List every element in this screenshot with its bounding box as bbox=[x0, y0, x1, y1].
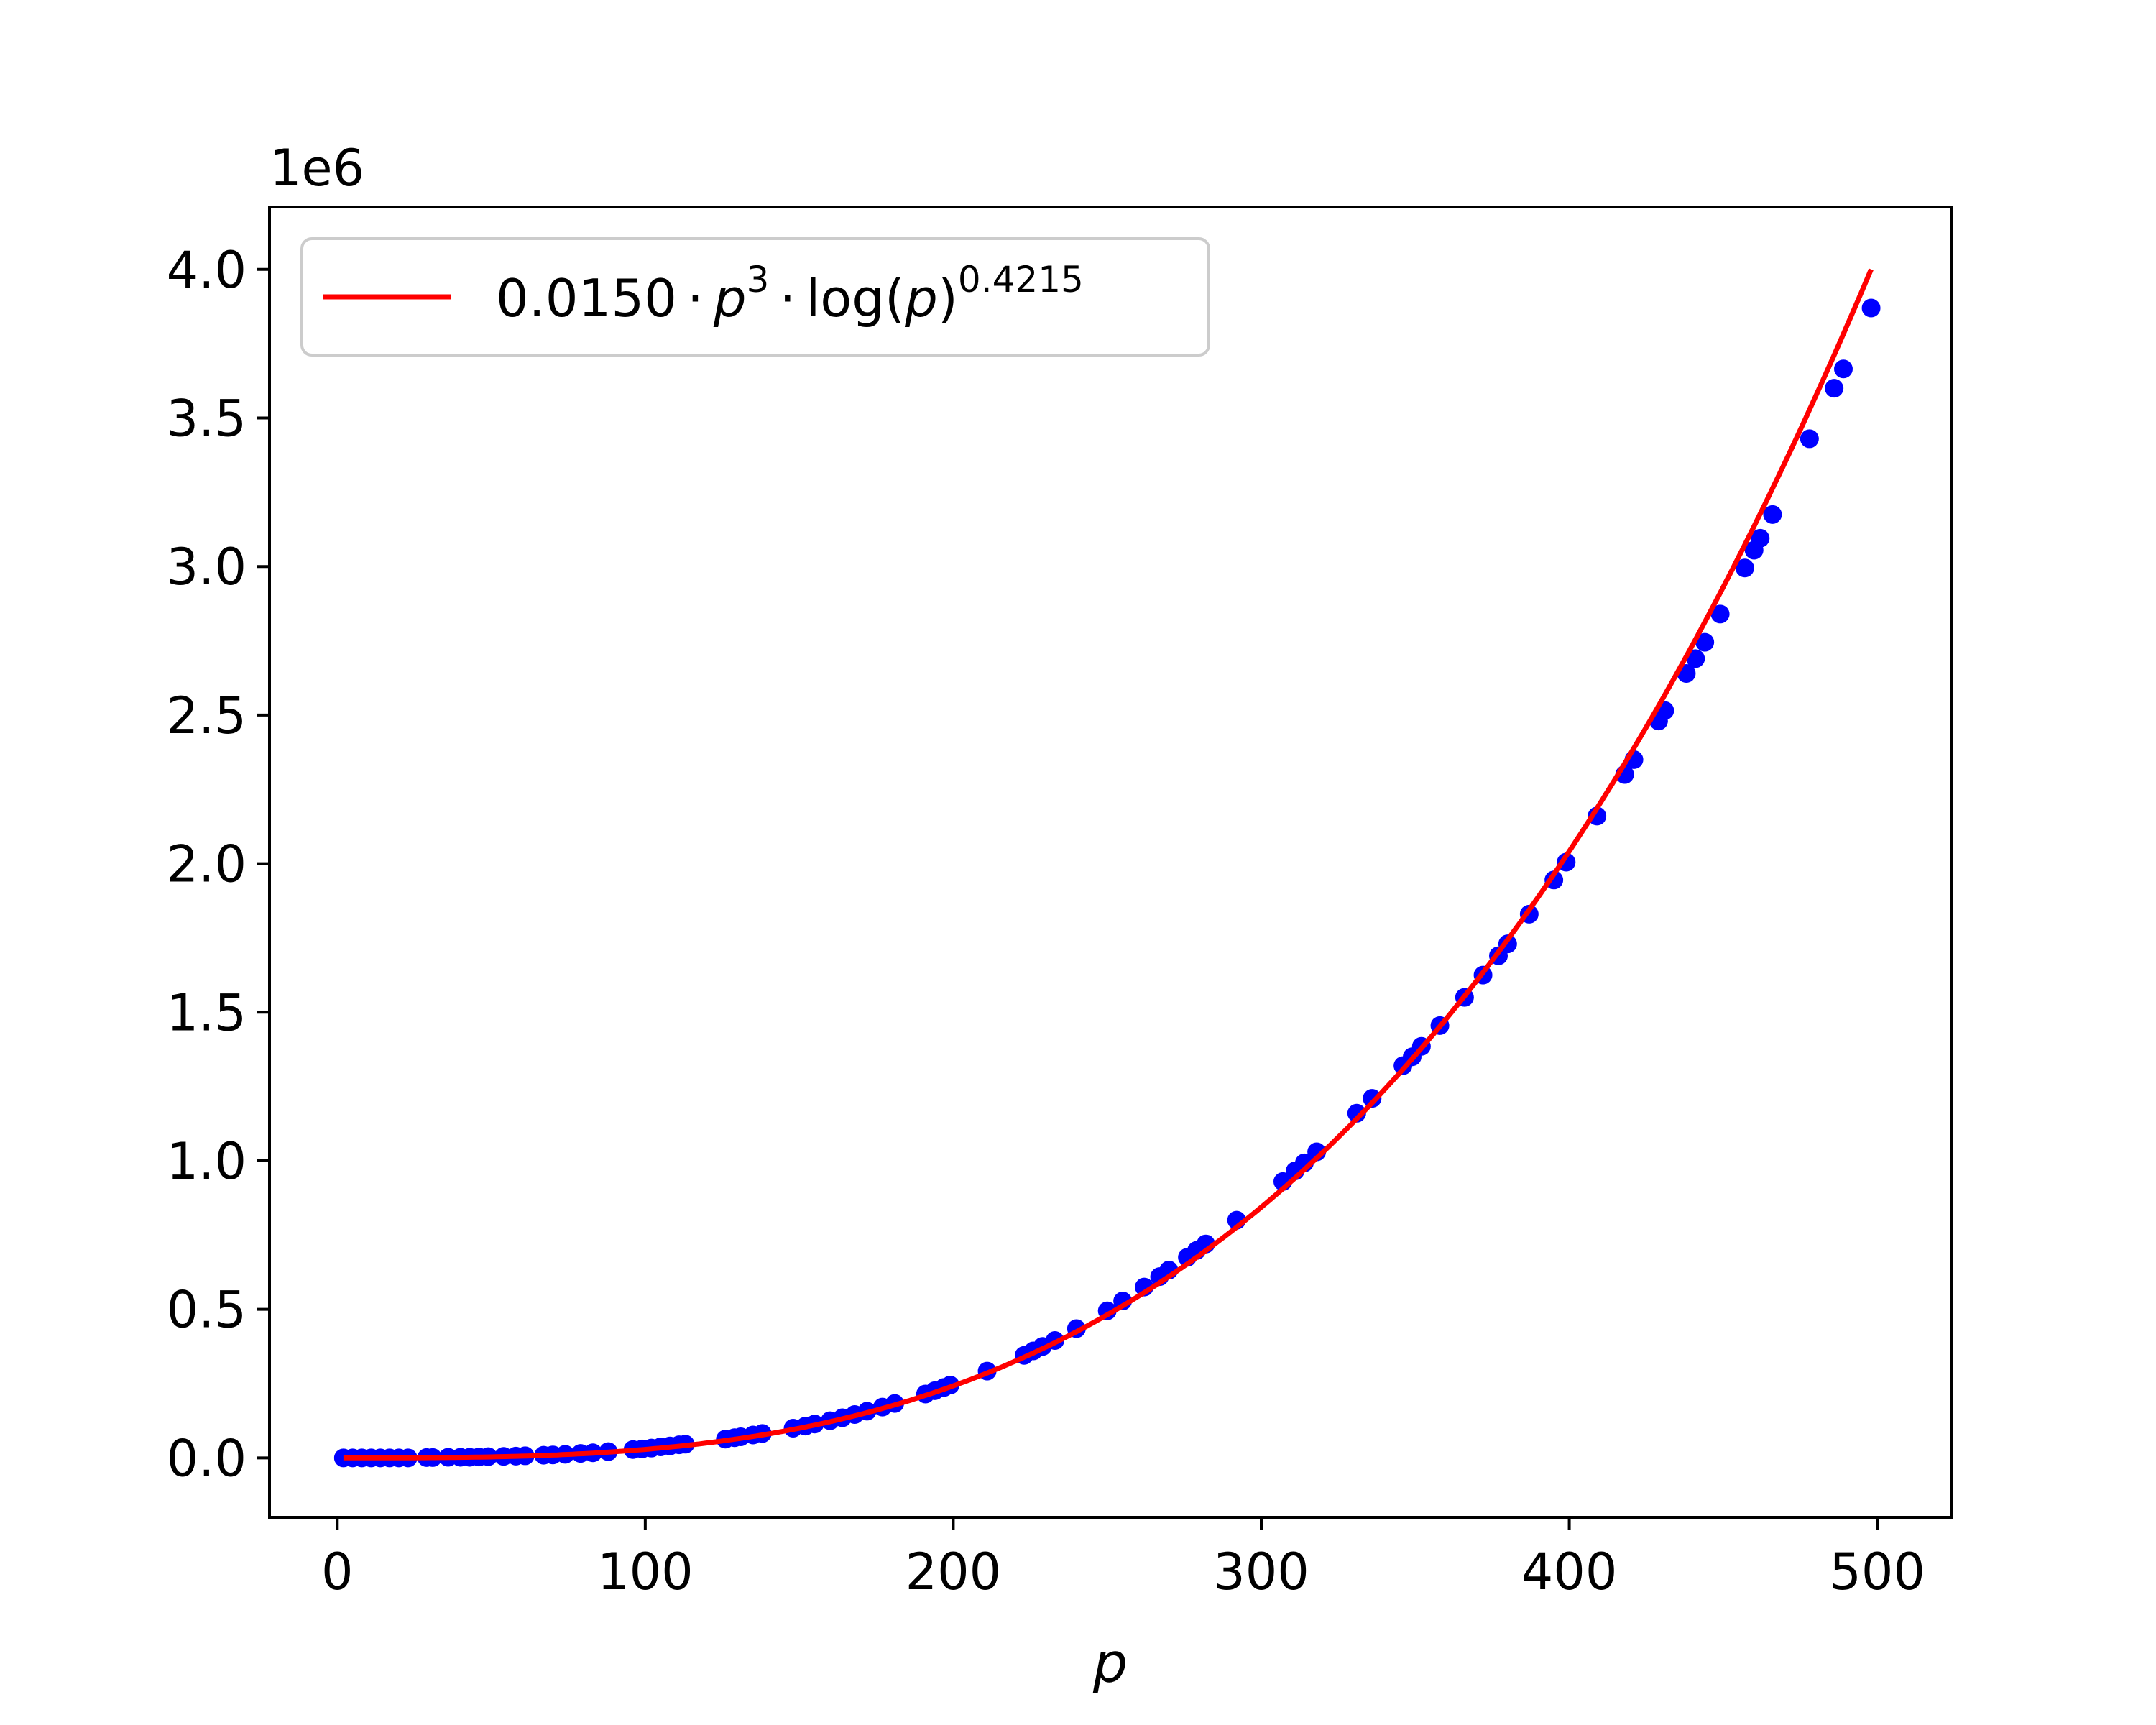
data-point bbox=[1861, 298, 1881, 318]
data-point bbox=[1735, 558, 1754, 578]
x-tick-label: 400 bbox=[1521, 1542, 1618, 1601]
x-tick-label: 200 bbox=[906, 1542, 1002, 1601]
legend-coef: 0.0150 bbox=[496, 268, 677, 328]
data-point bbox=[1347, 1103, 1366, 1123]
x-tick-label: 0 bbox=[321, 1542, 354, 1601]
legend-exp: 3 bbox=[747, 259, 770, 300]
data-point bbox=[1363, 1089, 1382, 1108]
legend-close: ) bbox=[938, 268, 958, 328]
legend-box bbox=[300, 237, 1210, 356]
y-tick-label: 2.0 bbox=[167, 835, 247, 894]
legend-var: p bbox=[713, 268, 747, 328]
legend-dot-1: · bbox=[687, 268, 704, 328]
legend-log-var: p bbox=[904, 268, 938, 328]
data-point bbox=[1825, 379, 1844, 398]
y-tick-label: 1.5 bbox=[167, 983, 247, 1042]
plot-area bbox=[270, 207, 1951, 1517]
data-point bbox=[1763, 505, 1782, 524]
data-point bbox=[1800, 429, 1819, 448]
y-tick-label: 0.0 bbox=[167, 1429, 247, 1488]
data-point bbox=[1710, 604, 1730, 624]
legend-log: log( bbox=[806, 268, 905, 328]
data-point bbox=[1695, 632, 1715, 652]
legend-dot-2: · bbox=[779, 268, 796, 328]
x-axis-ticks: 0 100 200 300 400 500 bbox=[321, 1517, 1925, 1601]
data-point bbox=[1834, 359, 1853, 379]
legend: 0.0150 · p3 · log(p)0.4215 bbox=[300, 237, 1210, 356]
data-point bbox=[1686, 649, 1705, 668]
y-tick-label: 3.5 bbox=[167, 389, 247, 448]
x-tick-label: 100 bbox=[597, 1542, 694, 1601]
data-point bbox=[1751, 528, 1770, 548]
plot-frame bbox=[268, 206, 1953, 1519]
fit-curve bbox=[343, 268, 1874, 1460]
legend-label: 0.0150 · p3 · log(p)0.4215 bbox=[496, 259, 1084, 328]
y-tick-label: 0.5 bbox=[167, 1281, 247, 1340]
y-axis-ticks: 0.0 0.5 1.0 1.5 2.0 2.5 3.0 3.5 4.0 bbox=[167, 241, 270, 1488]
y-tick-label: 3.0 bbox=[167, 538, 247, 597]
y-tick-label: 1.0 bbox=[167, 1132, 247, 1191]
y-tick-label: 2.5 bbox=[167, 686, 247, 745]
x-tick-label: 300 bbox=[1213, 1542, 1309, 1601]
y-offset-label: 1e6 bbox=[270, 139, 364, 198]
x-tick-label: 500 bbox=[1829, 1542, 1925, 1601]
y-tick-label: 4.0 bbox=[167, 241, 247, 300]
legend-log-exp: 0.4215 bbox=[958, 259, 1084, 300]
x-axis-title: p bbox=[1092, 1631, 1128, 1695]
